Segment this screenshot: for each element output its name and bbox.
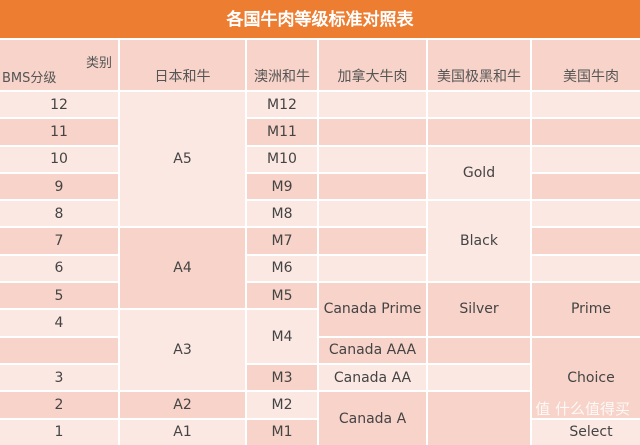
japan-cell: A2 (120, 392, 245, 418)
header-us: 美国牛肉 (532, 40, 640, 90)
us-black-cell (428, 392, 530, 445)
us-cell (532, 146, 640, 172)
bms-cell: 4 (0, 310, 118, 336)
us-black-cell (428, 364, 530, 391)
australia-cell: M2 (247, 392, 317, 418)
canada-cell: Canada AA (319, 364, 426, 391)
us-cell: Select (532, 419, 640, 445)
japan-cell: A5 (120, 92, 245, 227)
corner-header: 类别 BMS分级 (0, 40, 118, 90)
us-black-cell: Gold (428, 146, 530, 200)
us-black-cell (428, 119, 530, 145)
canada-cell (319, 146, 426, 172)
us-cell (532, 173, 640, 200)
header-japan: 日本和牛 (120, 40, 245, 90)
bms-cell: 10 (0, 146, 118, 172)
us-cell (532, 92, 640, 118)
australia-cell: M12 (247, 92, 317, 118)
us-cell (532, 255, 640, 282)
canada-cell (319, 173, 426, 200)
canada-cell: Canada AAA (319, 337, 426, 363)
bms-cell: 7 (0, 228, 118, 254)
beef-grade-table: 类别 BMS分级 日本和牛 澳洲和牛 加拿大牛肉 美国极黑和牛 美国牛肉 12 11… (0, 40, 640, 445)
us-black-cell: Silver (428, 283, 530, 336)
canada-cell: Canada A (319, 392, 426, 445)
australia-cell: M4 (247, 310, 317, 363)
australia-cell: M10 (247, 146, 317, 172)
australia-cell: M11 (247, 119, 317, 145)
us-cell: Prime (532, 283, 640, 336)
us-cell (532, 201, 640, 227)
canada-cell (319, 92, 426, 118)
bms-cell: 2 (0, 392, 118, 418)
us-cell: Choice (532, 337, 640, 418)
australia-cell: M9 (247, 173, 317, 200)
bms-cell: 3 (0, 364, 118, 391)
us-black-cell (428, 337, 530, 363)
australia-cell: M3 (247, 364, 317, 391)
header-canada: 加拿大牛肉 (319, 40, 426, 90)
canada-cell (319, 201, 426, 227)
canada-cell (319, 255, 426, 282)
australia-cell: M8 (247, 201, 317, 227)
header-australia: 澳洲和牛 (247, 40, 317, 90)
watermark: 值 什么值得买 (535, 400, 630, 418)
bms-label: BMS分级 (2, 71, 57, 86)
japan-cell: A4 (120, 228, 245, 309)
us-cell (532, 228, 640, 254)
us-cell (532, 119, 640, 145)
bms-cell (0, 337, 118, 363)
bms-cell: 12 (0, 92, 118, 118)
bms-cell: 5 (0, 283, 118, 309)
australia-cell: M6 (247, 255, 317, 282)
bms-cell: 9 (0, 173, 118, 200)
canada-cell (319, 119, 426, 145)
us-black-cell: Black (428, 201, 530, 282)
table-title: 各国牛肉等级标准对照表 (0, 0, 640, 38)
australia-cell: M7 (247, 228, 317, 254)
australia-cell: M5 (247, 283, 317, 309)
bms-cell: 8 (0, 201, 118, 227)
header-us-black: 美国极黑和牛 (428, 40, 530, 90)
us-black-cell (428, 92, 530, 118)
canada-cell: Canada Prime (319, 283, 426, 336)
japan-cell: A3 (120, 310, 245, 391)
bms-cell: 11 (0, 119, 118, 145)
canada-cell (319, 228, 426, 254)
bms-cell: 1 (0, 419, 118, 445)
australia-cell: M1 (247, 419, 317, 445)
japan-cell: A1 (120, 419, 245, 445)
bms-cell: 6 (0, 255, 118, 282)
category-label: 类别 (85, 56, 112, 71)
